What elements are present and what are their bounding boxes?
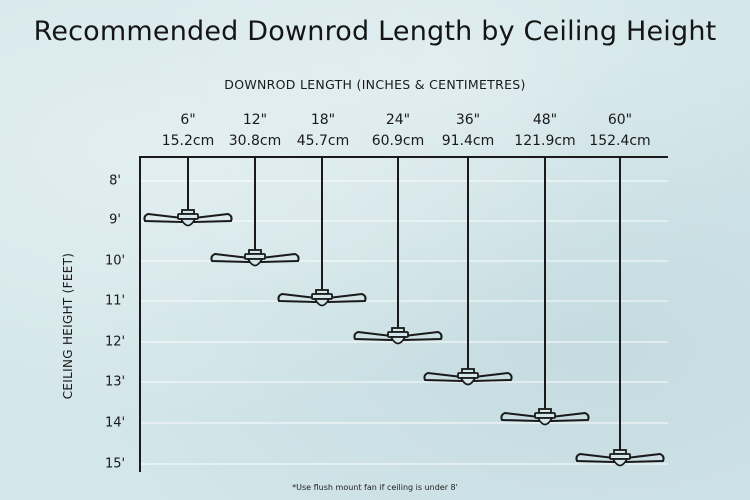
- rod-label-inches: 24": [385, 112, 411, 128]
- ceiling-tick-11: 11': [104, 293, 126, 309]
- fan-6in: [143, 157, 233, 227]
- fan-36in: [423, 157, 513, 386]
- rod-label-inches: 48": [532, 112, 558, 128]
- rod-label-cm: 121.9cm: [514, 133, 576, 149]
- ceiling-tick-14: 14': [104, 415, 126, 431]
- footnote: *Use flush mount fan if ceiling is under…: [292, 483, 458, 492]
- rod-label-6in: 6" 15.2cm: [148, 110, 228, 152]
- rod-label-60in: 60" 152.4cm: [580, 110, 660, 152]
- rod-label-inches: 60": [607, 112, 633, 128]
- ceiling-tick-13: 13': [104, 374, 126, 390]
- fan-18in: [277, 157, 367, 307]
- ceiling-tick-12: 12': [104, 334, 126, 350]
- rod-label-48in: 48" 121.9cm: [505, 110, 585, 152]
- rod-label-cm: 45.7cm: [296, 133, 350, 149]
- downrod-axis-label: DOWNROD LENGTH (INCHES & CENTIMETRES): [224, 77, 526, 92]
- ceiling-tick-8: 8': [109, 173, 121, 189]
- rod-label-cm: 91.4cm: [441, 133, 495, 149]
- fan-48in: [500, 157, 590, 426]
- rod-label-36in: 36" 91.4cm: [428, 110, 508, 152]
- fan-12in: [210, 157, 300, 267]
- ceiling-tick-15: 15': [104, 456, 126, 472]
- ceiling-tick-10: 10': [104, 253, 126, 269]
- rod-label-cm: 30.8cm: [228, 133, 282, 149]
- fan-60in: [575, 157, 665, 467]
- fan-24in: [353, 157, 443, 345]
- rod-label-inches: 12": [242, 112, 268, 128]
- rod-label-inches: 18": [310, 112, 336, 128]
- rod-label-cm: 15.2cm: [161, 133, 215, 149]
- rod-label-12in: 12" 30.8cm: [215, 110, 295, 152]
- rod-label-cm: 60.9cm: [371, 133, 425, 149]
- rod-label-cm: 152.4cm: [589, 133, 651, 149]
- rod-label-inches: 6": [180, 112, 196, 128]
- rod-label-24in: 24" 60.9cm: [358, 110, 438, 152]
- rod-label-18in: 18" 45.7cm: [283, 110, 363, 152]
- rod-label-inches: 36": [455, 112, 481, 128]
- page-title: Recommended Downrod Length by Ceiling He…: [33, 16, 717, 47]
- ceiling-tick-9: 9': [109, 212, 121, 228]
